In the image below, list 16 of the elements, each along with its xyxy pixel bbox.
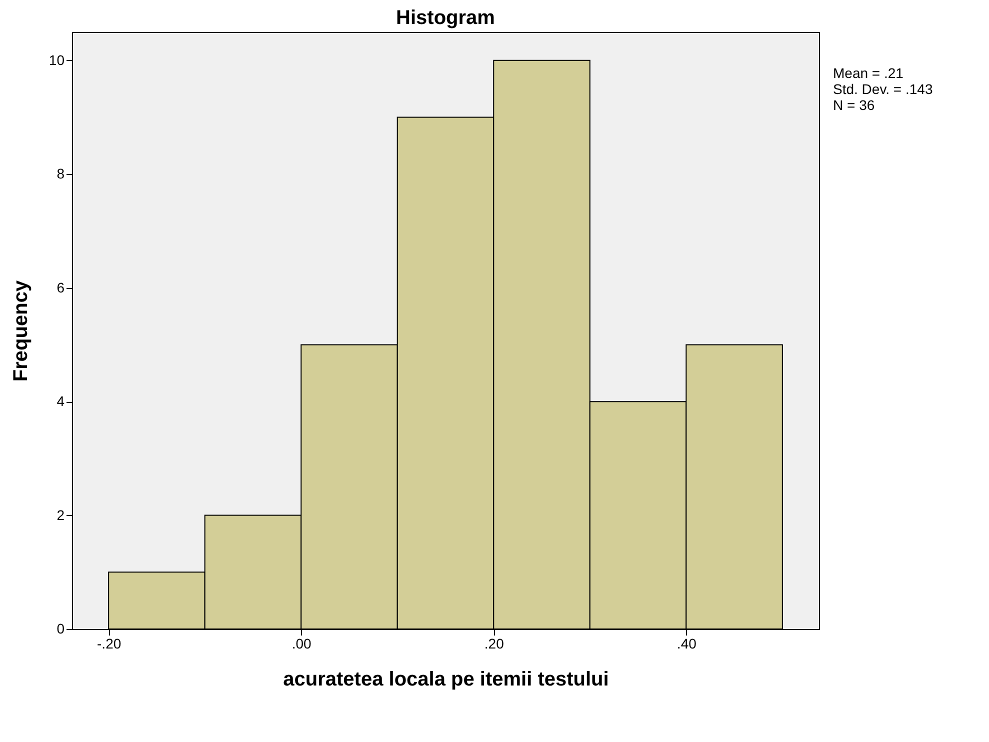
y-tick-label: 10 <box>48 52 65 68</box>
text: N = 36 <box>833 97 875 113</box>
y-tick-label: 2 <box>56 506 65 523</box>
y-tick-label: 8 <box>56 166 65 182</box>
y-tick-label: 0 <box>56 620 65 636</box>
x-tick-label: .40 <box>676 636 697 652</box>
y-tick-label: 6 <box>56 279 65 296</box>
text: Mean = .21 <box>833 65 904 81</box>
y-tick-label: 4 <box>56 393 65 410</box>
x-axis-title: acuratetea locala pe itemii testului <box>283 668 609 690</box>
chart-title: Histogram <box>396 7 495 29</box>
text: Std. Dev. = .143 <box>833 81 933 97</box>
x-tick-label: .00 <box>292 636 312 652</box>
x-tick-label: -.20 <box>97 636 122 652</box>
x-tick-label: .20 <box>484 636 504 652</box>
y-axis-title: Frequency <box>10 280 32 382</box>
